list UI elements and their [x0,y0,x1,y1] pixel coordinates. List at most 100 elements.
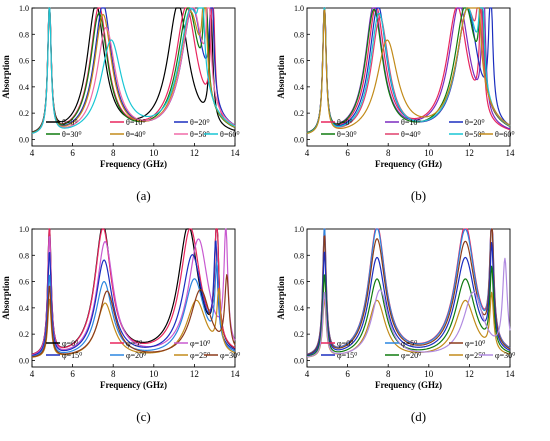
legend-label: θ=0⁰ [62,118,78,127]
y-tick-label: 0.8 [294,251,304,260]
y-tick-label: 0.0 [294,356,304,365]
x-tick-label: 6 [70,148,75,158]
series-line-2 [31,228,236,355]
series-line-5 [306,265,511,357]
legend-label: φ=25⁰ [190,351,210,360]
legend-label: φ=0⁰ [62,339,78,348]
x-tick-label: 10 [424,148,434,158]
y-tick-label: 0.2 [294,330,304,339]
series-line-6 [31,7,236,134]
legend-label: φ=30⁰ [220,351,240,360]
y-tick-label: 0.6 [294,278,304,287]
x-axis-label: Frequency (GHz) [100,380,167,390]
y-tick-label: 1.0 [294,225,304,234]
legend-label: φ=0⁰ [337,339,353,348]
x-tick-label: 10 [149,369,159,379]
legend-label: θ=50⁰ [190,130,210,139]
legend-label: θ=60⁰ [495,130,515,139]
panel-label: (d) [411,409,426,424]
panel-label: (a) [136,188,150,203]
panel-label: (c) [136,409,150,424]
y-tick-label: 0.2 [19,330,29,339]
legend-label: φ=10⁰ [465,339,485,348]
series-line-7 [31,274,236,358]
x-tick-label: 12 [190,369,199,379]
y-tick-label: 0.2 [19,109,29,118]
legend-label: θ=10⁰ [401,118,421,127]
series-line-1 [306,228,511,355]
y-tick-label: 0.4 [19,304,29,313]
panel-label: (b) [411,188,426,203]
plot-frame [31,7,236,147]
series-line-3 [31,228,236,356]
plot-frame [31,228,236,368]
plot-frame [306,7,511,147]
x-tick-label: 4 [305,369,310,379]
y-tick-label: 0.6 [19,278,29,287]
y-tick-label: 0.6 [294,57,304,66]
chart-panel-2: 4 6 8 10 12 14 0.0 0.2 0.4 0.6 0.8 1.0 Frequency (GH… [276,4,515,203]
y-tick-label: 0.0 [19,356,29,365]
y-axis-label: Absorption [1,55,11,99]
x-tick-label: 12 [465,148,474,158]
x-tick-label: 12 [465,369,474,379]
x-axis-label: Frequency (GHz) [375,159,442,169]
x-tick-label: 4 [305,148,310,158]
legend-label: θ=0⁰ [337,118,353,127]
series-line-7 [31,7,236,134]
y-tick-label: 0.4 [294,83,304,92]
x-tick-label: 4 [30,148,35,158]
legend-label: φ=25⁰ [465,351,485,360]
series-line-4 [306,242,511,356]
y-tick-label: 1.0 [294,4,304,13]
series-line-6 [306,7,511,134]
series-line-1 [31,228,236,355]
x-tick-label: 14 [506,148,516,158]
x-tick-label: 10 [424,369,434,379]
y-tick-label: 1.0 [19,4,29,13]
x-axis-label: Frequency (GHz) [375,380,442,390]
series-line-6 [31,287,236,358]
series-line-5 [31,7,236,134]
y-tick-label: 0.2 [294,109,304,118]
y-tick-label: 0.6 [19,57,29,66]
legend-label: θ=40⁰ [126,130,146,139]
x-tick-label: 6 [345,148,350,158]
y-tick-label: 0.8 [294,30,304,39]
legend-label: θ=20⁰ [465,118,485,127]
x-tick-label: 12 [190,148,199,158]
legend-label: θ=30⁰ [337,130,357,139]
x-tick-label: 10 [149,148,159,158]
y-axis-label: Absorption [276,276,286,320]
series-line-7 [306,257,511,358]
y-axis-label: Absorption [276,55,286,99]
x-tick-label: 14 [506,369,516,379]
series-line-4 [31,7,236,134]
series-line-4 [31,240,236,357]
legend-label: φ=15⁰ [62,351,82,360]
legend-label: φ=10⁰ [190,339,210,348]
y-tick-label: 0.8 [19,251,29,260]
y-tick-label: 0.8 [19,30,29,39]
series-line-2 [306,228,511,355]
series-line-4 [306,7,511,134]
chart-panel-3: 4 6 8 10 12 14 0.0 0.2 0.4 0.6 0.8 1.0 Frequency (GH… [1,225,240,424]
legend-label: φ=20⁰ [401,351,421,360]
x-tick-label: 6 [70,369,75,379]
legend-label: θ=10⁰ [126,118,146,127]
y-tick-label: 1.0 [19,225,29,234]
legend-label: θ=30⁰ [62,130,82,139]
series-line-7 [306,7,511,135]
x-tick-label: 8 [111,148,116,158]
x-tick-label: 8 [386,148,391,158]
chart-panel-4: 4 6 8 10 12 14 0.0 0.2 0.4 0.6 0.8 1.0 Frequency (GH… [276,225,515,424]
x-tick-label: 14 [231,148,241,158]
x-tick-label: 8 [111,369,116,379]
legend-label: θ=20⁰ [190,118,210,127]
x-tick-label: 4 [30,369,35,379]
chart-panel-1: 4 6 8 10 12 14 0.0 0.2 0.4 0.6 0.8 1.0 Frequency (GH… [1,4,240,203]
legend-label: φ=5⁰ [401,339,417,348]
legend-label: φ=5⁰ [126,339,142,348]
legend-label: θ=40⁰ [401,130,421,139]
